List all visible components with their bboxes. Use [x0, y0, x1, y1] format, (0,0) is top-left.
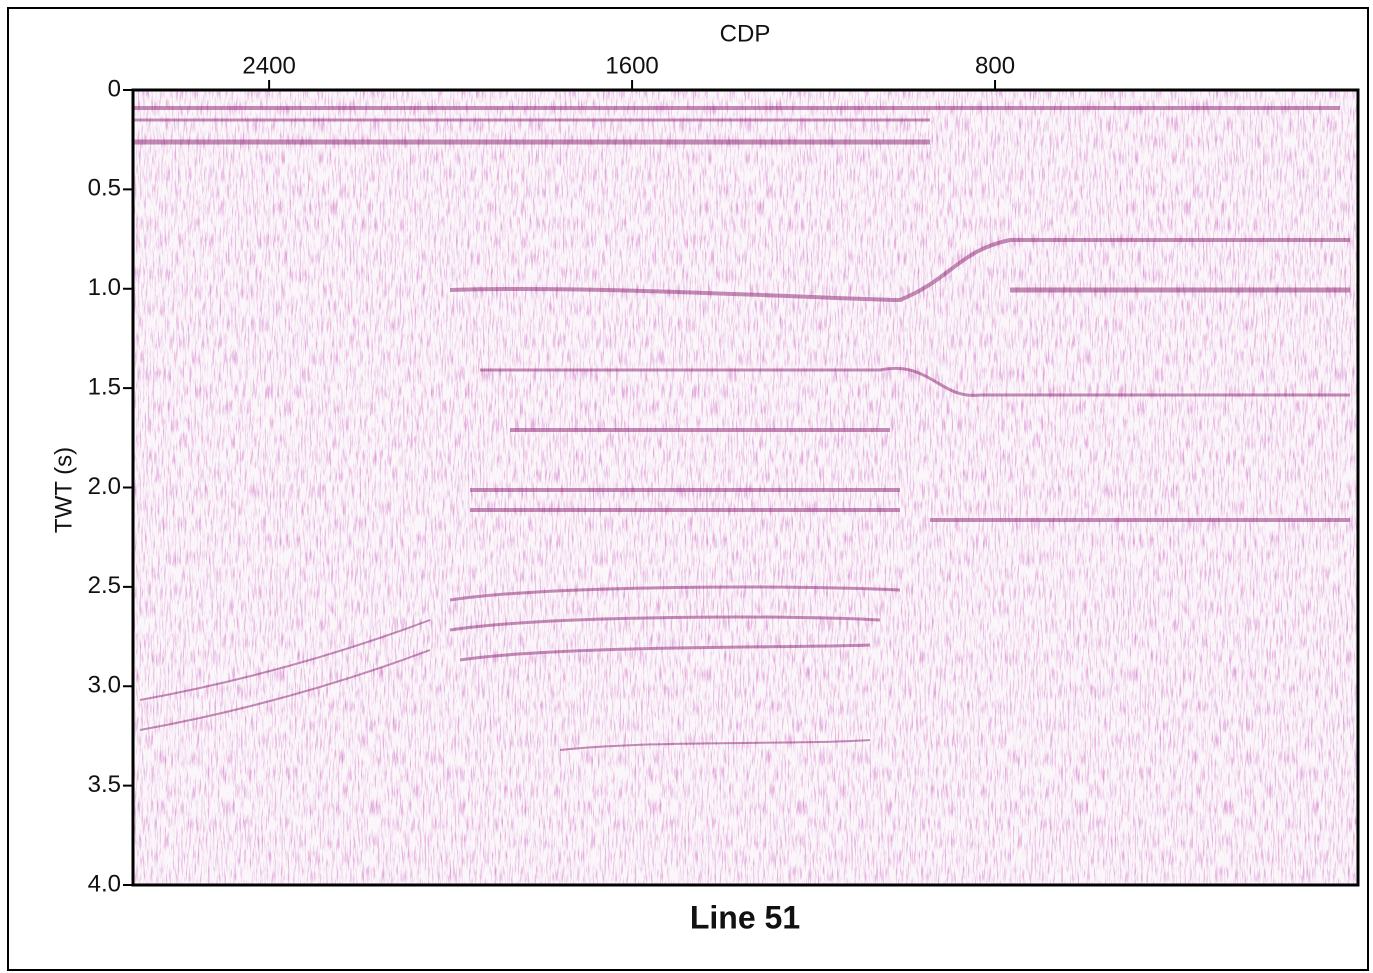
- x-tick-label: 800: [975, 52, 1015, 79]
- chart-title: Line 51: [690, 899, 800, 935]
- x-tick-label: 1600: [605, 52, 658, 79]
- y-tick-label: 0: [108, 75, 121, 102]
- y-axis-label: TWT (s): [50, 447, 77, 533]
- y-tick-label: 3.5: [88, 771, 121, 798]
- y-tick-label: 3.0: [88, 672, 121, 699]
- x-tick-label: 2400: [242, 52, 295, 79]
- y-tick-label: 0.5: [88, 175, 121, 202]
- y-tick-label: 1.0: [88, 274, 121, 301]
- y-tick-label: 2.0: [88, 473, 121, 500]
- frame: [7, 7, 1369, 971]
- y-tick-label: 1.5: [88, 373, 121, 400]
- seismic-section: [133, 90, 1358, 885]
- y-tick-label: 2.5: [88, 572, 121, 599]
- y-tick-label: 4.0: [88, 870, 121, 897]
- x-axis-label: CDP: [720, 20, 771, 47]
